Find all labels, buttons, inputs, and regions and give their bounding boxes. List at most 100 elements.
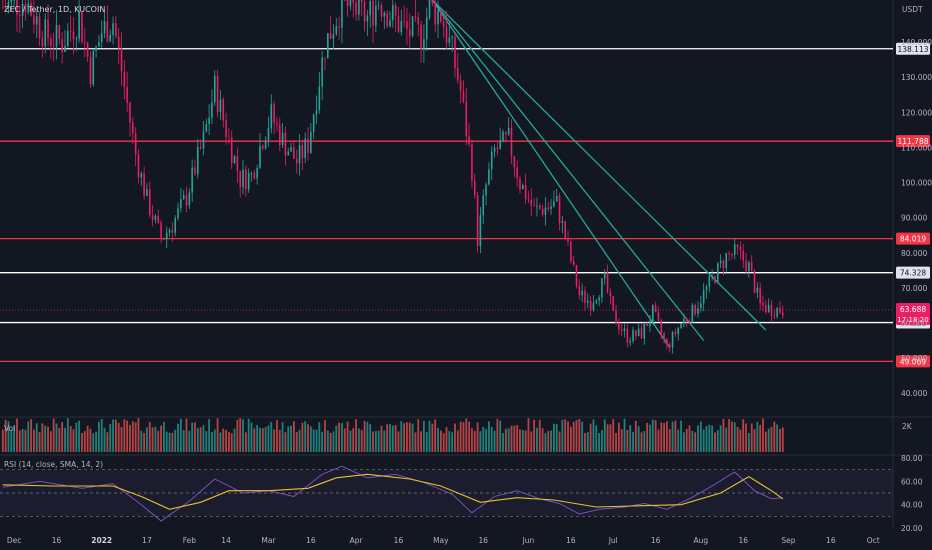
trendlines[interactable] <box>431 0 767 348</box>
candle <box>50 38 52 46</box>
volume-bar <box>216 418 219 452</box>
candle <box>106 21 109 42</box>
trendline[interactable] <box>431 0 767 331</box>
candle <box>239 170 242 188</box>
volume-bar <box>21 429 24 452</box>
candle <box>30 3 32 16</box>
time-tick-label: 16 <box>738 536 748 545</box>
time-tick-label: 16 <box>306 536 316 545</box>
volume-bar <box>202 425 205 452</box>
volume-bar <box>666 421 668 452</box>
price-tick-label: 90.000 <box>901 214 927 223</box>
volume-bar <box>572 421 575 452</box>
candle <box>355 2 357 15</box>
time-tick-label: Aug <box>694 536 709 545</box>
volume-bar <box>346 421 349 452</box>
volume-label: Vol <box>4 424 15 433</box>
volume-pane <box>1 418 784 452</box>
candle <box>129 102 131 123</box>
level-price-tag[interactable] <box>896 135 930 148</box>
volume-bar <box>504 428 507 452</box>
candle <box>259 145 261 168</box>
candle <box>654 305 657 313</box>
candle <box>358 0 360 15</box>
level-price-tag[interactable] <box>896 42 930 55</box>
price-tick-label: 130.000 <box>901 73 932 82</box>
volume-bar <box>685 429 688 452</box>
level-price-tag[interactable] <box>896 266 930 279</box>
candle <box>64 46 66 52</box>
level-price-tag[interactable] <box>896 232 930 245</box>
price-axis[interactable]: 140.000 130.000 120.000 110.000 100.000 90.00… <box>901 38 932 398</box>
candle <box>177 208 179 219</box>
candle <box>284 132 287 156</box>
volume-bar <box>188 430 191 452</box>
volume-bar <box>702 429 705 452</box>
trendline[interactable] <box>431 0 671 348</box>
volume-bar <box>677 429 680 452</box>
candle <box>174 218 177 233</box>
candle <box>493 147 496 152</box>
candle <box>228 137 230 138</box>
candle <box>115 23 117 37</box>
level-price-label: 111.788 <box>897 137 928 146</box>
candle <box>352 0 355 3</box>
candle <box>651 305 654 322</box>
candle <box>230 137 233 163</box>
candle <box>680 323 682 328</box>
volume-bar <box>49 431 52 452</box>
candle <box>392 5 394 21</box>
volume-bar <box>643 430 646 452</box>
symbol-label[interactable]: ZEC / Tether, 1D, KUCOIN <box>4 5 105 14</box>
time-tick-label: 16 <box>826 536 836 545</box>
candle <box>38 16 41 39</box>
candle <box>688 321 691 323</box>
volume-bar <box>487 421 490 452</box>
volume-bar <box>270 421 273 452</box>
volume-bar <box>341 423 343 452</box>
candle <box>570 241 572 262</box>
trendline[interactable] <box>431 0 705 341</box>
candle <box>27 3 30 13</box>
volume-bar <box>154 426 157 452</box>
volume-bar <box>725 427 728 452</box>
horizontal-levels[interactable]: 138.113111.78884.01974.32860.12149.06963… <box>0 42 930 368</box>
volume-bar <box>222 428 225 452</box>
volume-bar <box>352 428 355 452</box>
candle <box>298 144 301 164</box>
volume-bar <box>126 420 129 452</box>
volume-bar <box>759 424 762 452</box>
last-price-value: 63.688 <box>900 305 926 314</box>
volume-bar <box>66 418 69 452</box>
time-axis[interactable]: Dec 16 2022 17 Feb 14 Mar 16 Apr 16 May 16 Jun 16 Jul 1… <box>7 536 880 545</box>
candles <box>2 0 784 354</box>
candle <box>250 173 253 174</box>
volume-bar <box>267 425 270 452</box>
candle <box>750 262 753 272</box>
candle <box>225 120 227 138</box>
volume-bar <box>185 418 188 452</box>
volume-bar <box>422 421 425 452</box>
volume-bar <box>177 423 179 452</box>
candle <box>44 19 47 47</box>
candle <box>199 147 202 149</box>
candle <box>290 147 292 152</box>
level-price-tag[interactable] <box>896 355 930 368</box>
volume-bar <box>137 418 140 452</box>
volume-bar <box>35 423 38 452</box>
volume-bar <box>179 418 182 452</box>
candle <box>21 3 24 16</box>
candle <box>640 328 643 339</box>
candle <box>733 244 736 255</box>
candle <box>188 192 191 206</box>
candle <box>100 33 103 43</box>
last-price-tag[interactable] <box>896 303 930 326</box>
volume-bar <box>290 425 292 452</box>
volume-bar <box>81 432 83 452</box>
time-tick-label: 17 <box>142 536 152 545</box>
candle <box>394 5 397 16</box>
volume-bar <box>106 432 109 452</box>
candle <box>524 185 527 200</box>
candle <box>414 16 417 18</box>
